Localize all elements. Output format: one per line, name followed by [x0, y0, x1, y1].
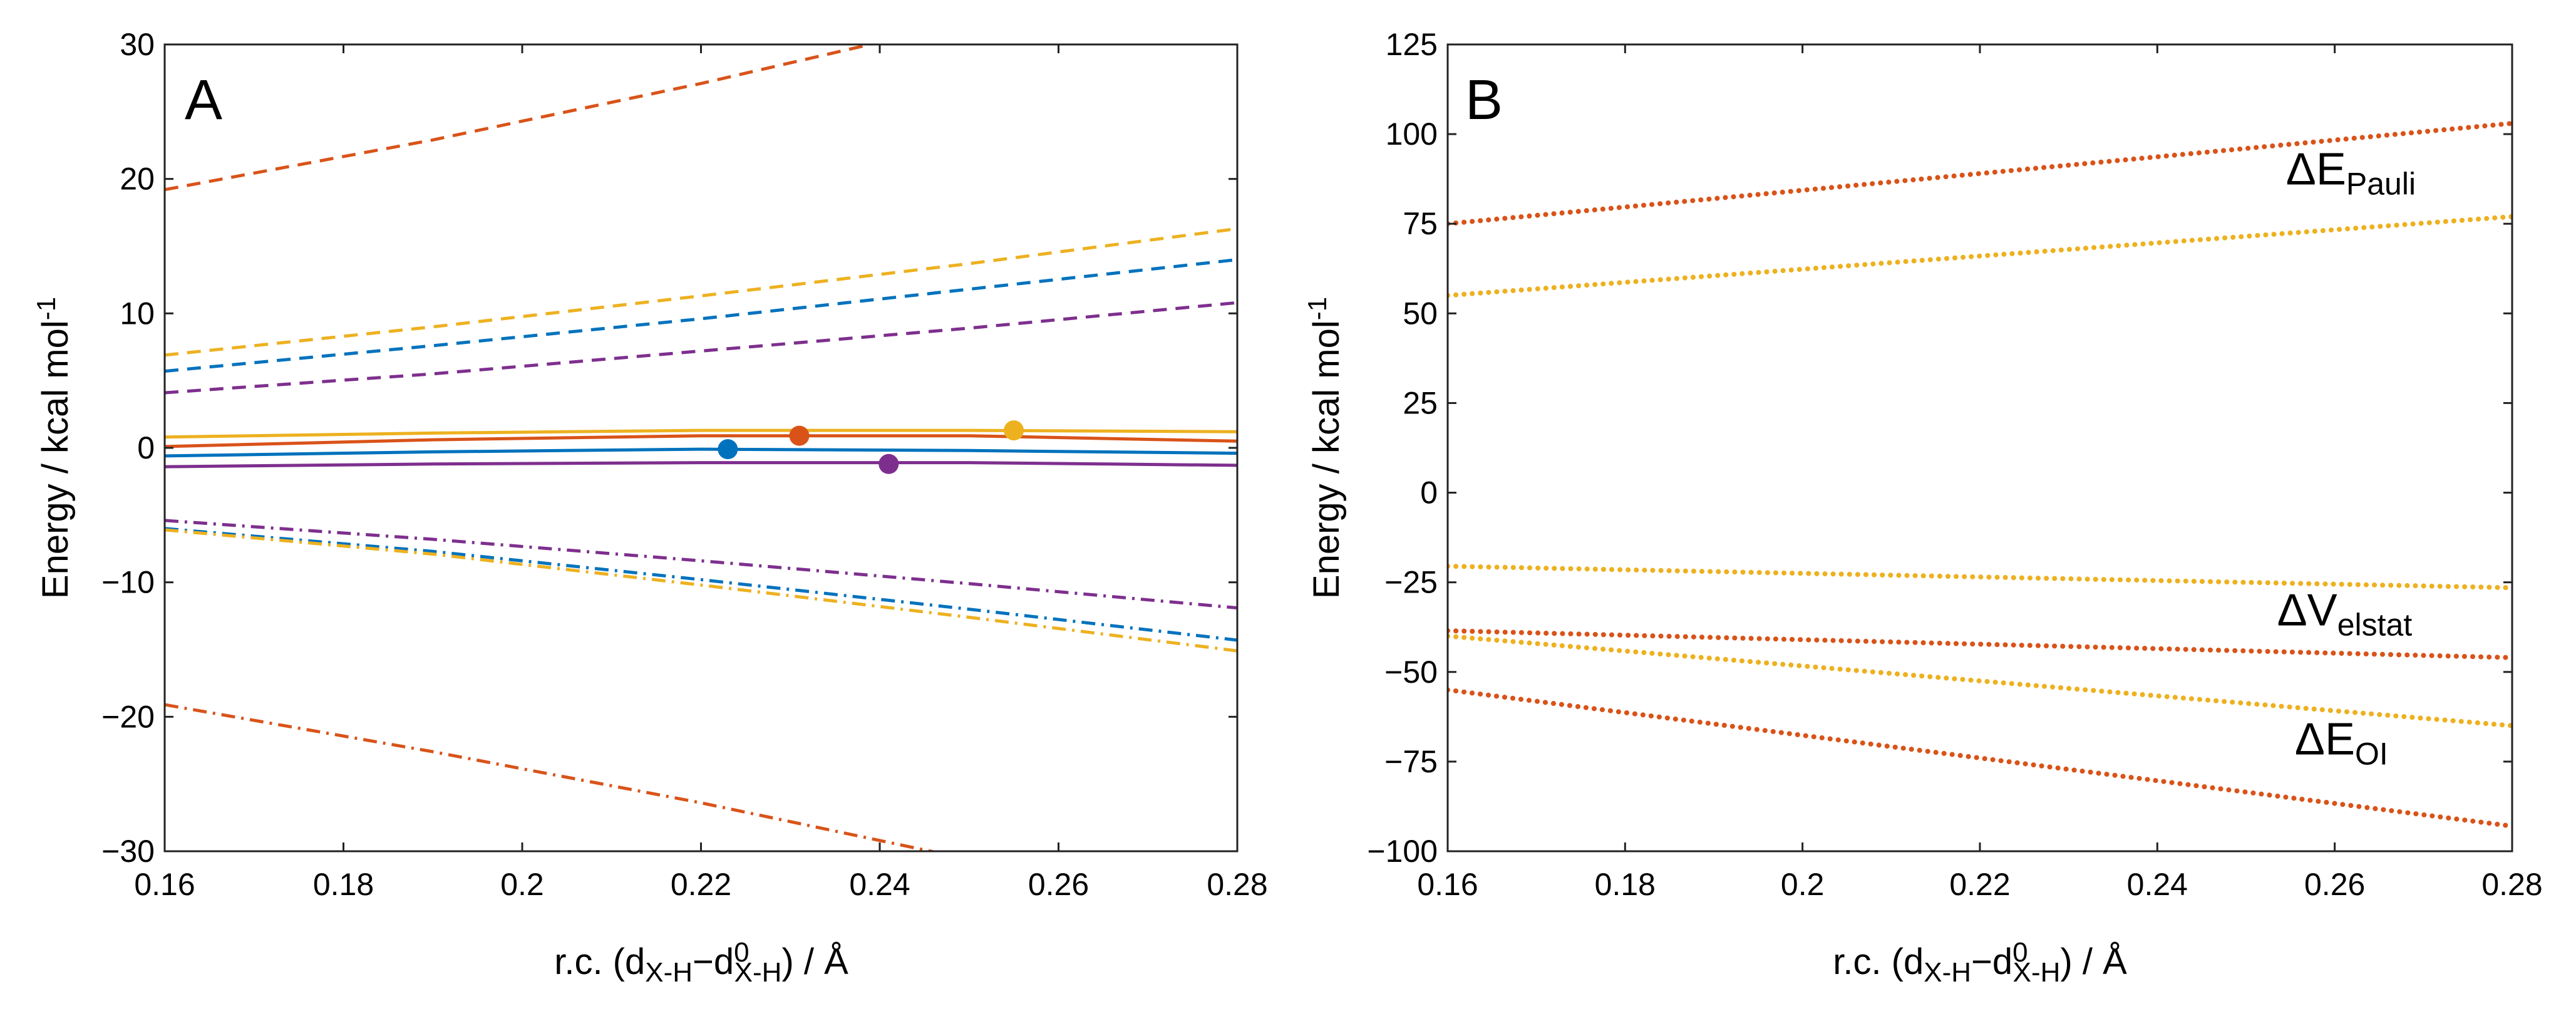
x-tick-label: 0.18 [1595, 867, 1656, 902]
y-tick-label: 100 [1386, 117, 1438, 152]
panel-a-y-axis-label: Energy / kcal mol-1 [31, 297, 76, 599]
x-tick-label: 0.2 [1781, 867, 1825, 902]
series-line-orange-dotted [1448, 628, 2512, 660]
panel-a-letter: A [185, 69, 222, 132]
transition-state-marker-blue [718, 439, 738, 460]
x-tick-label: 0.16 [1417, 867, 1478, 902]
x-tick-label: 0.26 [2304, 867, 2365, 902]
panel-a-y-ticks: −30 −20 −10 0 10 20 30 [101, 27, 1237, 869]
panel-a-plot-area [165, 44, 1237, 851]
x-tick-label: 0.28 [1207, 867, 1267, 902]
series-line-orange-dashed [165, 44, 877, 192]
series-line-purple-solid [165, 461, 1237, 469]
y-tick-label: −20 [101, 699, 155, 734]
annotation-pauli: ΔEPauli [2286, 144, 2416, 201]
y-tick-label: −100 [1367, 834, 1438, 869]
panel-a-series-group [165, 44, 1237, 851]
annotation-oi: ΔEOI [2295, 714, 2388, 771]
y-tick-label: 0 [1420, 475, 1438, 510]
transition-state-marker-orange [789, 425, 810, 446]
panel-b-x-axis-label: r.c. (dX-H−d0 X-H) / Å [1833, 937, 2127, 988]
panel-b-annotations: ΔEPauli ΔVelstat ΔEOI [2277, 144, 2416, 771]
panel-a-markers-group [718, 420, 1024, 474]
transition-state-marker-purple [878, 453, 899, 474]
transition-state-marker-yellow [1004, 420, 1024, 441]
panel-b-x-ticks: 0.16 0.18 0.2 0.22 0.24 0.26 0.28 [1417, 44, 2543, 902]
y-tick-label: 0 [137, 430, 155, 465]
panel-a-chart: 0.16 0.18 0.2 0.22 0.24 0.26 0.28 −30 −20 −10 0 10… [31, 27, 1268, 988]
x-tick-label: 0.16 [134, 867, 195, 902]
panel-a-x-ticks: 0.16 0.18 0.2 0.22 0.24 0.26 0.28 [134, 44, 1268, 902]
x-tick-label: 0.24 [2127, 867, 2188, 902]
series-line-yellow-dotted [1448, 633, 2512, 728]
x-tick-label: 0.26 [1028, 867, 1089, 902]
annotation-elstat: ΔVelstat [2277, 585, 2413, 642]
x-tick-label: 0.22 [671, 867, 731, 902]
x-tick-label: 0.24 [849, 867, 910, 902]
series-line-orange-dotted [1448, 120, 2512, 227]
y-tick-label: 25 [1403, 385, 1438, 420]
series-line-orange-dotted [1448, 687, 2512, 829]
series-line-purple-dashdot [165, 519, 1237, 609]
series-line-yellow-dashdot [165, 528, 1237, 653]
y-tick-label: 75 [1403, 206, 1438, 241]
y-tick-label: 50 [1403, 296, 1438, 331]
y-tick-label: −10 [101, 565, 155, 600]
panel-b-plot-area [1448, 120, 2512, 829]
series-line-blue-dashdot [165, 527, 1237, 642]
y-tick-label: −25 [1384, 565, 1438, 600]
y-tick-label: −30 [101, 834, 155, 869]
series-line-blue-solid [165, 447, 1237, 458]
series-line-orange-solid [165, 434, 1237, 448]
series-line-yellow-solid [165, 428, 1237, 439]
panel-b-y-axis-label: Energy / kcal mol-1 [1302, 297, 1347, 599]
x-tick-label: 0.18 [313, 867, 374, 902]
panel-b-series-group [1448, 120, 2512, 829]
x-tick-label: 0.22 [1949, 867, 2010, 902]
y-tick-label: 125 [1386, 27, 1438, 62]
x-tick-label: 0.28 [2481, 867, 2542, 902]
y-tick-label: −50 [1384, 655, 1438, 690]
panel-a-x-axis-label: r.c. (dX-H−d0 X-H) / Å [554, 937, 848, 988]
panel-b-letter: B [1465, 69, 1503, 132]
series-line-yellow-dotted [1448, 563, 2512, 591]
series-line-orange-dashdot [165, 703, 939, 851]
y-tick-label: −75 [1384, 744, 1438, 779]
x-tick-label: 0.2 [500, 867, 544, 902]
panel-b-y-ticks: −100 −75 −50 −25 0 25 50 75 100 125 [1367, 27, 2512, 869]
panel-b-chart: 0.16 0.18 0.2 0.22 0.24 0.26 0.28 −100 −75 −50 −2… [1302, 27, 2543, 988]
y-tick-label: 20 [120, 162, 155, 197]
series-line-yellow-dotted [1448, 214, 2512, 298]
y-tick-label: 30 [120, 27, 155, 62]
y-tick-label: 10 [120, 296, 155, 331]
